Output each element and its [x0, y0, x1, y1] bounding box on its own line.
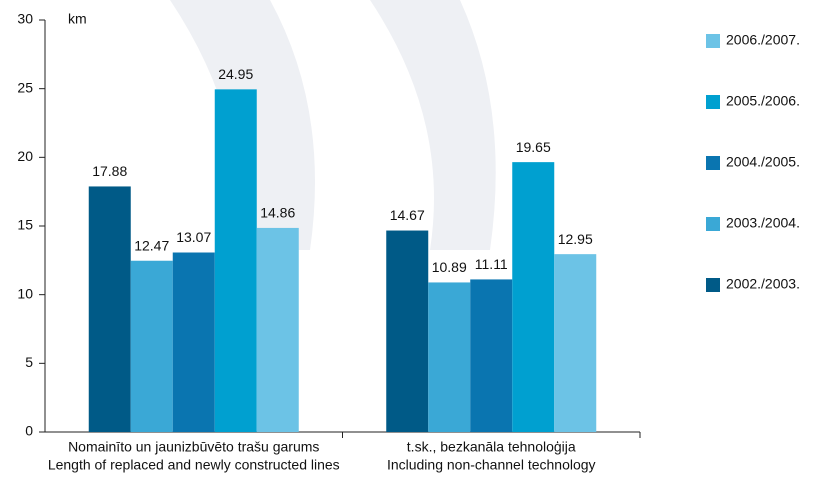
data-label: 17.88 [92, 163, 127, 179]
data-label: 12.95 [558, 231, 593, 247]
data-label: 12.47 [134, 237, 169, 253]
legend-label: 2006./2007. [726, 32, 800, 48]
data-label: 19.65 [516, 139, 551, 155]
x-tick-label: Including non-channel technology [387, 457, 596, 473]
data-label: 14.86 [260, 205, 295, 221]
bar [512, 162, 555, 432]
bar [214, 89, 257, 432]
bar [256, 227, 299, 432]
x-tick-label: Nomainīto un jaunizbūvēto trašu garums [68, 439, 319, 455]
data-label: 24.95 [218, 66, 253, 82]
y-tick-label: 5 [25, 354, 33, 370]
legend-label: 2002./2003. [726, 276, 800, 292]
bar [172, 252, 215, 432]
legend-swatch [706, 34, 720, 48]
bar [554, 254, 597, 432]
y-tick-label: 0 [25, 423, 33, 439]
data-label: 14.67 [390, 207, 425, 223]
legend-swatch [706, 217, 720, 231]
background-swoosh [370, 0, 496, 250]
legend-swatch [706, 278, 720, 292]
y-tick-label: 25 [17, 79, 33, 95]
bar [470, 279, 513, 432]
y-tick-label: 10 [17, 285, 33, 301]
x-tick-label: Length of replaced and newly constructed… [48, 457, 340, 473]
y-tick-label: 30 [17, 11, 33, 27]
y-tick-label: 20 [17, 148, 33, 164]
x-tick-label: t.sk., bezkanāla tehnoloģija [407, 439, 576, 455]
legend-label: 2004./2005. [726, 154, 800, 170]
data-label: 10.89 [432, 259, 467, 275]
legend-swatch [706, 95, 720, 109]
bar [130, 260, 173, 432]
data-label: 13.07 [176, 229, 211, 245]
bar [88, 186, 131, 432]
legend-swatch [706, 156, 720, 170]
y-axis-label: km [68, 11, 87, 27]
legend-label: 2003./2004. [726, 215, 800, 231]
data-label: 11.11 [475, 256, 508, 272]
bar [428, 282, 471, 432]
bar [386, 230, 429, 432]
legend-label: 2005./2006. [726, 93, 800, 109]
y-tick-label: 15 [17, 217, 33, 233]
